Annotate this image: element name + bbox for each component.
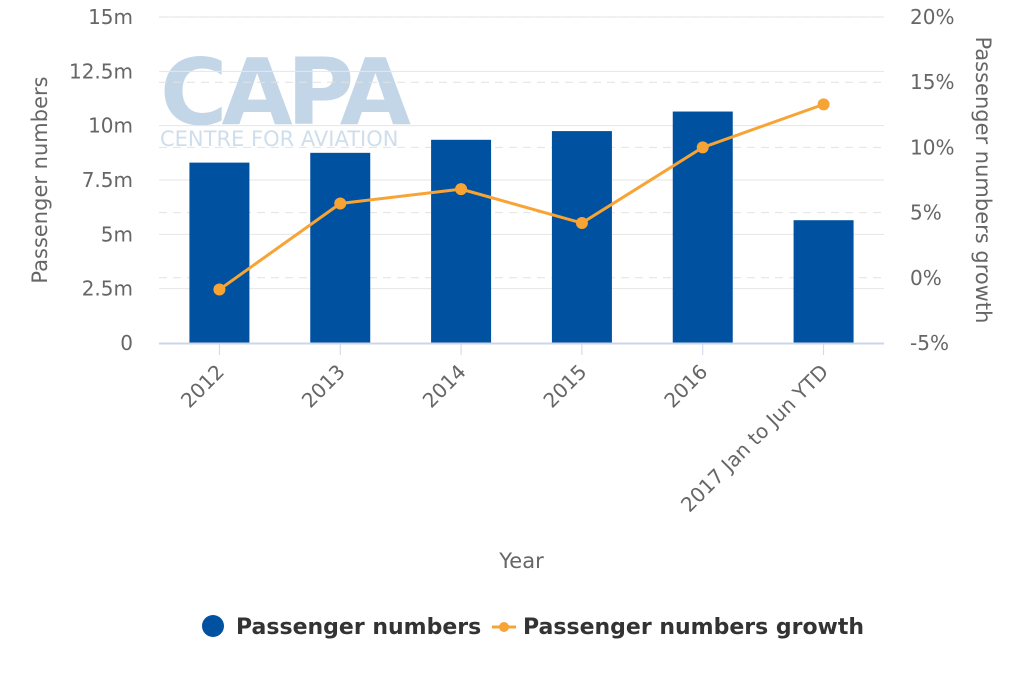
- bar: [793, 220, 854, 343]
- bar: [551, 131, 612, 343]
- y2-tick-label: 10%: [910, 135, 954, 159]
- x-tick-label: 2012: [176, 360, 229, 413]
- y2-tick-label: 0%: [910, 266, 942, 290]
- x-tick-label: 2014: [418, 360, 471, 413]
- y2-tick-label: 5%: [910, 201, 942, 225]
- legend-marker-dot: [499, 622, 509, 632]
- legend-item-passenger-numbers-growth[interactable]: Passenger numbers growth: [492, 615, 864, 640]
- legend: Passenger numbers Passenger numbers grow…: [202, 615, 864, 640]
- y-tick-label: 0: [120, 331, 133, 355]
- growth-point: [575, 217, 588, 230]
- y-axis-title: Passenger numbers: [28, 76, 52, 283]
- y-tick-label: 5m: [101, 222, 133, 246]
- y-tick-label: 2.5m: [82, 277, 133, 301]
- bar-series: [189, 111, 854, 343]
- x-tick-label: 2016: [659, 360, 712, 413]
- growth-line: [218, 102, 825, 291]
- legend-label-bar: Passenger numbers: [236, 615, 481, 640]
- legend-marker-bar: [202, 615, 224, 637]
- legend-item-passenger-numbers[interactable]: Passenger numbers: [202, 615, 481, 640]
- growth-point: [334, 197, 347, 210]
- bar: [310, 152, 371, 343]
- growth-point: [213, 283, 226, 296]
- y2-axis-labels: -5% 0% 5% 10% 15% 20%: [910, 5, 954, 355]
- growth-point: [696, 141, 709, 154]
- growth-point: [455, 183, 468, 196]
- growth-point: [817, 98, 830, 111]
- y2-tick-label: 15%: [910, 70, 954, 94]
- bar: [431, 139, 492, 343]
- y-tick-label: 10m: [88, 114, 133, 138]
- y-tick-label: 7.5m: [82, 168, 133, 192]
- right-gridlines: [159, 16, 884, 279]
- line-series: [213, 98, 830, 296]
- y-tick-label: 12.5m: [69, 59, 133, 83]
- watermark: CAPA CENTRE FOR AVIATION: [160, 39, 417, 151]
- legend-label-line: Passenger numbers growth: [523, 615, 864, 640]
- x-tick-label: 2013: [297, 360, 350, 413]
- bar: [189, 162, 250, 343]
- watermark-brand: CAPA: [160, 39, 411, 146]
- y-axis-labels: 0 2.5m 5m 7.5m 10m 12.5m 15m: [69, 5, 133, 355]
- y2-tick-label: -5%: [910, 331, 949, 355]
- x-tick-label: 2015: [538, 360, 591, 413]
- y-tick-label: 15m: [88, 5, 133, 29]
- x-axis-ticks: [218, 343, 825, 355]
- y2-axis-title: Passenger numbers growth: [971, 37, 995, 324]
- y2-tick-label: 20%: [910, 5, 954, 29]
- x-axis-title: Year: [498, 549, 544, 573]
